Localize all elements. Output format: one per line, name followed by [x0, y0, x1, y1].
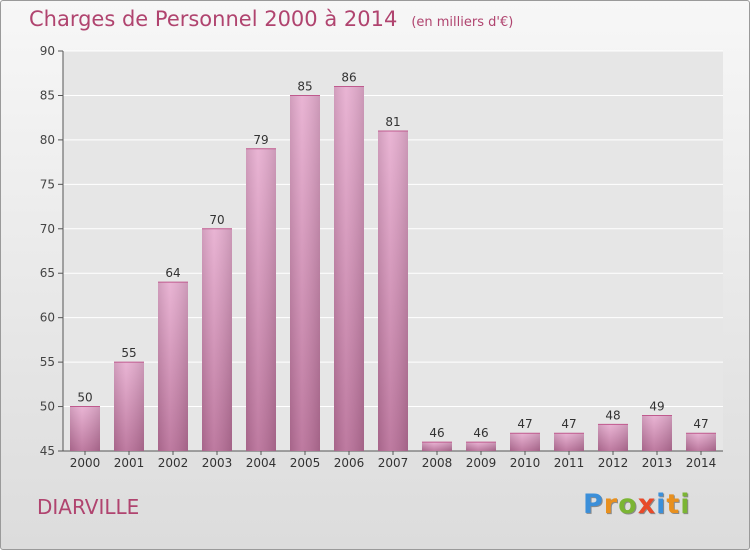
bar-shade — [686, 433, 716, 451]
y-tick-label: 55 — [40, 355, 55, 369]
data-label: 70 — [209, 213, 224, 227]
bar-shade — [202, 228, 232, 451]
x-tick-label: 2014 — [686, 456, 717, 470]
data-label: 55 — [121, 346, 136, 360]
data-label: 81 — [385, 115, 400, 129]
y-tick-label: 70 — [40, 222, 55, 236]
chart-title-text: Charges de Personnel 2000 à 2014 — [29, 7, 398, 31]
y-tick-label: 45 — [40, 444, 55, 458]
bar-shade — [466, 442, 496, 451]
data-label: 85 — [297, 79, 312, 93]
data-label: 47 — [561, 417, 576, 431]
x-tick-label: 2000 — [70, 456, 101, 470]
bar-shade — [290, 95, 320, 451]
logo-letter: r — [603, 489, 619, 520]
bar-shade — [554, 433, 584, 451]
x-tick-label: 2007 — [378, 456, 409, 470]
city-name: DIARVILLE — [37, 495, 140, 519]
x-tick-label: 2008 — [422, 456, 453, 470]
y-tick-label: 75 — [40, 177, 55, 191]
data-label: 50 — [77, 391, 92, 405]
data-label: 49 — [649, 399, 664, 413]
y-tick-label: 85 — [40, 88, 55, 102]
x-tick-label: 2013 — [642, 456, 673, 470]
y-tick-label: 60 — [40, 311, 55, 325]
data-label: 64 — [165, 266, 180, 280]
y-tick-label: 90 — [40, 44, 55, 58]
x-tick-label: 2004 — [246, 456, 277, 470]
data-label: 47 — [517, 417, 532, 431]
logo-letter: P — [583, 489, 604, 520]
y-tick-label: 50 — [40, 400, 55, 414]
x-tick-label: 2005 — [290, 456, 321, 470]
logo-letter: o — [618, 489, 638, 520]
logo-letter: i — [656, 489, 667, 520]
bar-shade — [158, 282, 188, 451]
bar-shade — [246, 148, 276, 451]
bar-shade — [114, 362, 144, 451]
bar-shade — [422, 442, 452, 451]
data-label: 46 — [429, 426, 444, 440]
bar-chart: 45 50 55 60 65 70 75 80 85 90 50 2000 55 2001 64 2002 70… — [40, 44, 723, 470]
bar-shade — [642, 415, 672, 451]
data-label: 79 — [253, 133, 268, 147]
bar-shade — [334, 86, 364, 452]
logo-letter: x — [637, 489, 657, 520]
x-tick-label: 2006 — [334, 456, 365, 470]
y-tick-label: 65 — [40, 266, 55, 280]
x-tick-label: 2011 — [554, 456, 585, 470]
bar-shade — [378, 131, 408, 451]
y-tick-label: 80 — [40, 133, 55, 147]
logo-letter: i — [680, 489, 691, 520]
data-label: 48 — [605, 408, 620, 422]
bar-shade — [598, 424, 628, 451]
data-label: 47 — [693, 417, 708, 431]
bar-shade — [510, 433, 540, 451]
x-tick-label: 2002 — [158, 456, 189, 470]
x-tick-label: 2009 — [466, 456, 497, 470]
data-label: 86 — [341, 71, 356, 85]
x-tick-label: 2001 — [114, 456, 145, 470]
data-label: 46 — [473, 426, 488, 440]
x-tick-label: 2003 — [202, 456, 233, 470]
bar-shade — [70, 406, 100, 451]
x-tick-label: 2012 — [598, 456, 629, 470]
chart-title: Charges de Personnel 2000 à 2014 (en mill… — [29, 7, 513, 31]
logo-letter: t — [666, 489, 681, 520]
x-tick-label: 2010 — [510, 456, 541, 470]
chart-subtitle: (en milliers d'€) — [411, 15, 514, 30]
proxiti-logo: Proxiti — [583, 489, 691, 520]
